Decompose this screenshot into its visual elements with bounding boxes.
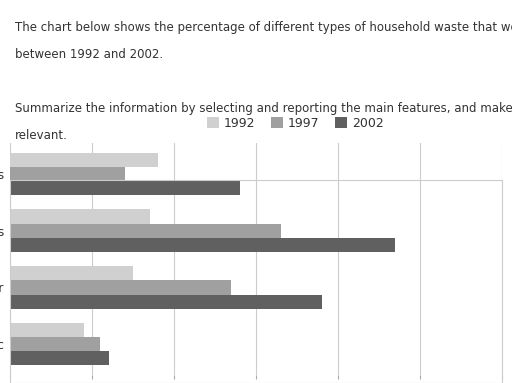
Bar	[10, 266, 133, 280]
Bar	[10, 153, 158, 167]
Bar	[10, 351, 109, 365]
Bar	[10, 295, 322, 309]
Bar	[10, 238, 395, 252]
Text: Summarize the information by selecting and reporting the main features, and make: Summarize the information by selecting a…	[15, 102, 512, 115]
Bar	[10, 337, 100, 351]
Bar	[10, 280, 231, 295]
Bar	[10, 181, 240, 195]
Text: relevant.: relevant.	[15, 129, 68, 142]
Text: The chart below shows the percentage of different types of household waste that : The chart below shows the percentage of …	[15, 21, 512, 34]
Text: between 1992 and 2002.: between 1992 and 2002.	[15, 48, 163, 61]
Legend: 1992, 1997, 2002: 1992, 1997, 2002	[202, 112, 389, 135]
Bar	[10, 167, 125, 181]
Bar	[10, 224, 281, 238]
Bar	[10, 323, 84, 337]
Bar	[10, 210, 150, 224]
